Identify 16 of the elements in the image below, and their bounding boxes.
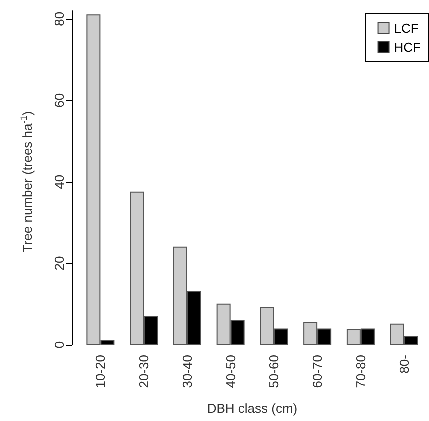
- x-tick-label: 30-40: [180, 355, 195, 388]
- y-tick-label: 40: [52, 174, 67, 190]
- x-tick-label: 80-: [396, 355, 412, 374]
- x-tick-label: 10-20: [93, 355, 108, 388]
- x-tick-label: 50-60: [266, 355, 282, 388]
- legend-label: LCF: [394, 21, 419, 36]
- x-tick-label: 40-50: [223, 355, 238, 388]
- legend-label: HCF: [394, 40, 422, 55]
- y-tick-label: 20: [52, 256, 67, 271]
- x-axis-title: DBH class (cm): [207, 401, 298, 416]
- y-tick-label: 0: [52, 341, 67, 349]
- y-tick-label: 80: [52, 12, 67, 26]
- x-tick-label: 60-70: [310, 355, 326, 388]
- x-tick-label: 70-80: [353, 355, 368, 388]
- x-tick-label: 20-30: [136, 355, 152, 388]
- y-tick-label: 60: [52, 93, 67, 108]
